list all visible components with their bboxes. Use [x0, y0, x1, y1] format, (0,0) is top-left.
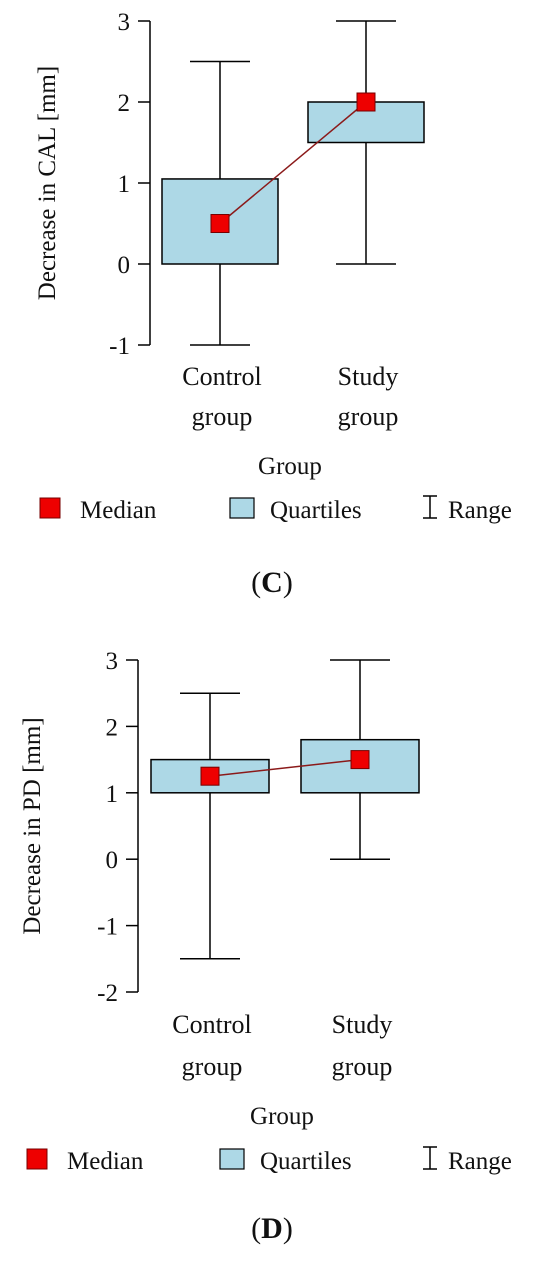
x-axis-label: Group: [258, 453, 322, 480]
x-category-label: group: [182, 1052, 243, 1081]
median-marker: [200, 766, 220, 786]
panel-label: (D): [251, 1212, 293, 1245]
y-axis-label: Decrease in CAL [mm]: [34, 66, 61, 300]
legend-range-label: Range: [448, 497, 512, 524]
x-axis-label: Group: [250, 1103, 314, 1130]
y-tick-label: 0: [106, 847, 119, 874]
x-category-label: Control: [172, 1010, 251, 1039]
chart-panel-d: -2 -1 0 1 2 3 Decrease in PD [mm] Control group S…: [0, 633, 550, 1266]
median-connector-line: [219, 101, 367, 225]
legend-quartiles-label: Quartiles: [260, 1148, 352, 1175]
legend-quartiles-label: Quartiles: [270, 497, 362, 524]
y-tick-label: 2: [118, 90, 131, 117]
x-category-label: Study: [332, 1010, 393, 1039]
x-category-label: Control: [182, 362, 261, 391]
y-axis-label: Decrease in PD [mm]: [19, 717, 46, 934]
x-category-label: group: [192, 402, 253, 431]
median-marker: [210, 214, 230, 233]
legend-quartiles-swatch: [219, 1148, 245, 1170]
chart-c-svg: -1 0 1 2 3 Decrease in CAL [mm] Control group St…: [34, 9, 512, 599]
legend-quartiles-swatch: [229, 497, 255, 519]
y-tick-label: 1: [106, 781, 119, 808]
median-marker: [350, 750, 370, 770]
chart-d-svg: -2 -1 0 1 2 3 Decrease in PD [mm] Control group S…: [19, 648, 512, 1245]
y-tick-label: -1: [109, 333, 130, 360]
x-category-label: group: [332, 1052, 393, 1081]
median-marker: [356, 92, 376, 112]
legend-median-label: Median: [80, 497, 157, 524]
y-tick-label: 0: [118, 252, 131, 279]
y-tick-label: 3: [118, 9, 131, 36]
chart-panel-c: -1 0 1 2 3 Decrease in CAL [mm] Control group St…: [0, 0, 550, 633]
y-tick-label: 1: [118, 171, 131, 198]
x-category-label: group: [338, 402, 399, 431]
panel-label: (C): [251, 566, 293, 599]
quartile-box: [300, 738, 420, 794]
quartile-box: [161, 178, 279, 265]
legend-median-swatch: [39, 497, 61, 519]
y-tick-label: 3: [106, 648, 119, 675]
legend-median-swatch: [26, 1148, 48, 1170]
median-connector-line: [209, 758, 361, 777]
x-category-label: Study: [338, 362, 399, 391]
y-tick-label: -1: [97, 914, 118, 941]
legend-range-label: Range: [448, 1148, 512, 1175]
legend-median-label: Median: [67, 1148, 144, 1175]
y-tick-label: -2: [97, 980, 118, 1007]
y-tick-label: 2: [106, 714, 119, 741]
